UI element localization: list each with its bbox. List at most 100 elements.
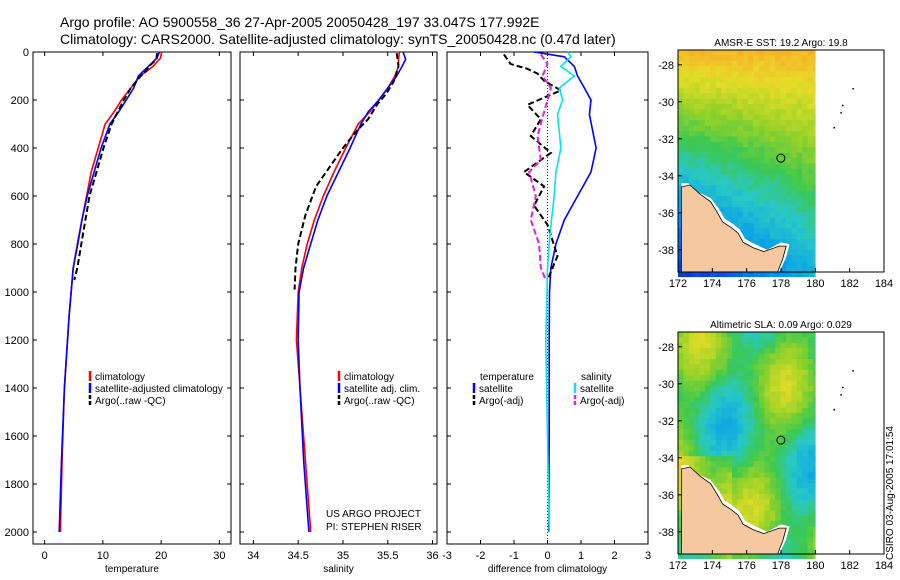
y-tick-label: 1600 <box>5 431 29 443</box>
x-tick-label: 0 <box>42 550 48 562</box>
y-tick-label: 2000 <box>5 527 29 539</box>
x-tick-label: 30 <box>213 550 225 562</box>
island-marker <box>840 112 842 114</box>
x-tick-label: 20 <box>155 550 167 562</box>
x-tick-label: 35 <box>337 550 349 562</box>
y-tick-label: 1000 <box>5 287 29 299</box>
island-marker <box>841 104 844 107</box>
float-position-marker <box>776 153 786 163</box>
salinity-panel: 34 34.5 35 35.5 36 salinity climatologysatelli… <box>239 51 439 575</box>
legend-title-temperature: temperature <box>480 372 534 383</box>
x-tick-label: 184 <box>875 560 893 572</box>
x-tick-label: 36 <box>426 550 438 562</box>
x-tick-label: 180 <box>806 560 824 572</box>
credit-pi: PI: STEPHEN RISER <box>326 522 422 533</box>
x-tick-label: 35.5 <box>377 550 398 562</box>
legend-label: satellite <box>479 384 513 395</box>
y-tick-label: -38 <box>658 527 674 539</box>
x-tick-label: 2 <box>611 550 617 562</box>
y-tick-label: -36 <box>658 490 674 502</box>
salinity-axes-frame <box>239 51 438 545</box>
y-tick-label: -32 <box>658 416 674 428</box>
x-tick-label: 178 <box>772 560 790 572</box>
temperature-axes-frame <box>32 51 232 545</box>
y-tick-label: 1800 <box>5 479 29 491</box>
y-tick-label: -34 <box>658 171 674 183</box>
series-argo-raw-qc- <box>73 53 158 281</box>
x-tick-label: -2 <box>476 550 486 562</box>
y-tick-label: -30 <box>658 97 674 109</box>
x-tick-label: 182 <box>840 560 858 572</box>
y-tick-label: 0 <box>23 47 29 59</box>
x-tick-label: -3 <box>442 550 452 562</box>
series-satellite-adj-clim- <box>297 51 407 533</box>
sla-map-panel: 172 174 176 178 180 182 184 -28 -30 -32 -34 -36 -38 A… <box>658 320 893 572</box>
legend-label: satellite <box>580 384 614 395</box>
footer-stamp: CSIRO 03-Aug-2005 17:01:54 <box>885 426 896 560</box>
salinity-xlabel: salinity <box>323 564 354 575</box>
legend-label: climatology <box>344 372 394 383</box>
x-tick-label: 182 <box>840 278 858 290</box>
legend-title-salinity: salinity <box>581 372 612 383</box>
x-tick-label: 176 <box>737 560 755 572</box>
island-marker <box>833 126 836 129</box>
x-tick-label: 172 <box>669 560 687 572</box>
island-marker <box>841 386 844 389</box>
y-tick-label: -36 <box>658 208 674 220</box>
y-tick-label: -30 <box>658 379 674 391</box>
island-marker <box>840 394 842 396</box>
y-tick-label: -32 <box>658 134 674 146</box>
x-tick-label: 1 <box>578 550 584 562</box>
x-tick-label: 34.5 <box>287 550 308 562</box>
header-line1: Argo profile: AO 5900558_36 27-Apr-2005 … <box>60 14 540 30</box>
y-tick-label: -28 <box>658 60 674 72</box>
y-tick-label: -34 <box>658 453 674 465</box>
island-marker <box>833 408 836 411</box>
temperature-xlabel: temperature <box>105 564 159 575</box>
island-marker <box>852 369 854 372</box>
sst-map-title: AMSR-E SST: 19.2 Argo: 19.8 <box>714 38 848 49</box>
y-tick-label: -28 <box>658 342 674 354</box>
x-tick-label: 0 <box>544 550 550 562</box>
x-tick-label: 184 <box>875 278 893 290</box>
series-temperature-satellite <box>533 51 597 533</box>
legend-label: satellite-adjusted climatology <box>95 384 223 395</box>
legend-label: satellite adj. clim. <box>344 384 420 395</box>
x-tick-label: 10 <box>97 550 109 562</box>
x-tick-label: -1 <box>509 550 519 562</box>
sst-map-panel: 172 174 176 178 180 182 184 -28 -30 -32 -34 -36 -38 A… <box>658 38 893 290</box>
y-tick-label: 1400 <box>5 383 29 395</box>
sla-map-title: Altimetric SLA: 0.09 Argo: 0.029 <box>710 320 852 331</box>
series-salinity-argo-adj- <box>527 53 552 281</box>
legend-label: Argo(..raw -QC) <box>344 396 415 407</box>
series-satellite-adjusted-climatology <box>58 51 161 533</box>
y-tick-label: 800 <box>11 239 29 251</box>
float-position-marker <box>776 435 786 445</box>
credit-project: US ARGO PROJECT <box>326 509 421 520</box>
sla-map-field <box>678 332 816 560</box>
x-tick-label: 180 <box>806 278 824 290</box>
y-tick-label: -38 <box>658 245 674 257</box>
series-temperature-argo-adj- <box>503 53 564 281</box>
y-tick-label: 1200 <box>5 335 29 347</box>
legend-label: Argo(-adj) <box>479 396 523 407</box>
series-salinity-satellite <box>544 51 576 533</box>
legend-label: Argo(-adj) <box>580 396 624 407</box>
legend-label: climatology <box>95 372 145 383</box>
y-tick-label: 200 <box>11 95 29 107</box>
legend-label: Argo(..raw -QC) <box>95 396 166 407</box>
series-argo-raw-qc- <box>293 53 400 290</box>
x-tick-label: 176 <box>737 278 755 290</box>
x-tick-label: 178 <box>772 278 790 290</box>
x-tick-label: 172 <box>669 278 687 290</box>
difference-panel: -3 -2 -1 0 1 2 3 difference from climatology tem… <box>442 51 651 575</box>
y-tick-label: 600 <box>11 191 29 203</box>
difference-xlabel: difference from climatology <box>488 564 607 575</box>
x-tick-label: 174 <box>703 278 721 290</box>
x-tick-label: 34 <box>247 550 259 562</box>
y-tick-label: 400 <box>11 143 29 155</box>
island-marker <box>852 87 854 90</box>
temperature-panel: 0 10 20 30 0 200 400 600 800 1000 1200 1400 1600 1800… <box>5 47 232 575</box>
x-tick-label: 3 <box>645 550 651 562</box>
